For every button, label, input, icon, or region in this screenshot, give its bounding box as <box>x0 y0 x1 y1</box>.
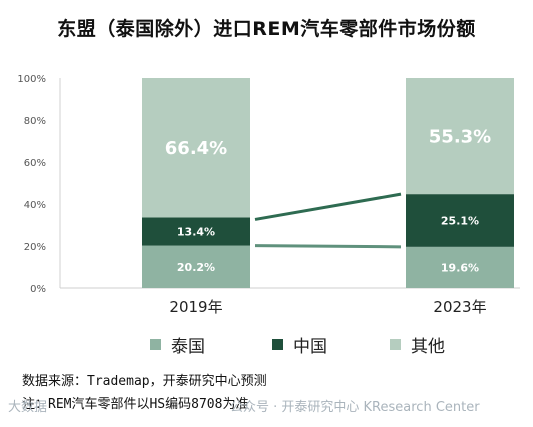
footnote: 注：REM汽车零部件以HS编码8708为准 <box>22 397 249 412</box>
bar-segment-2-1 <box>406 78 514 195</box>
bar-segment-0-0 <box>142 245 250 288</box>
y-tick-label: 80% <box>24 116 46 127</box>
chart-legend: 泰国 中国 其他 <box>0 332 533 358</box>
bar-segment-1-0 <box>142 217 250 246</box>
legend-label-others: 其他 <box>411 337 445 357</box>
connector-line-thailand <box>254 244 402 249</box>
legend-swatch-others <box>390 339 401 350</box>
legend-item-thailand: 泰国 <box>150 332 205 357</box>
legend-item-others: 其他 <box>390 332 445 357</box>
x-tick-label: 2023年 <box>433 298 486 316</box>
data-label-0-0: 20.2% <box>177 261 215 274</box>
data-label-2-1: 55.3% <box>429 127 491 148</box>
y-tick-label: 100% <box>17 74 46 85</box>
plot-area: 0% 20% 40% 60% 80% 100% 20.2% 13.4% 66.4% 2019年 19… <box>17 74 520 316</box>
bar-segment-0-1 <box>406 246 514 288</box>
watermark-left: 大数据 <box>8 400 48 415</box>
legend-swatch-thailand <box>150 339 161 350</box>
legend-item-china: 中国 <box>272 332 327 357</box>
legend-label-china: 中国 <box>293 337 327 357</box>
data-label-0-1: 19.6% <box>441 261 479 274</box>
y-tick-label: 20% <box>24 242 46 253</box>
data-label-1-1: 25.1% <box>441 214 479 227</box>
source-note: 数据来源：Trademap，开泰研究中心预测 <box>22 374 267 389</box>
connector-line-china <box>254 192 402 221</box>
chart-title: 东盟（泰国除外）进口REM汽车零部件市场份额 <box>57 18 476 40</box>
x-tick-label: 2019年 <box>169 298 222 316</box>
data-label-2-0: 66.4% <box>165 138 227 159</box>
data-label-1-0: 13.4% <box>177 225 215 238</box>
bar-segment-2-0 <box>142 78 250 218</box>
watermark-right: 公众号 · 开泰研究中心 KResearch Center <box>230 400 480 415</box>
legend-swatch-china <box>272 339 283 350</box>
y-tick-label: 40% <box>24 200 46 211</box>
stacked-bar-chart: 0% 20% 40% 60% 80% 100% 20.2% 13.4% 66.4% 2019年 19… <box>17 74 520 316</box>
bar-segment-1-1 <box>406 194 514 247</box>
y-tick-label: 60% <box>24 158 46 169</box>
legend-label-thailand: 泰国 <box>171 337 205 357</box>
y-tick-label: 0% <box>30 284 46 295</box>
